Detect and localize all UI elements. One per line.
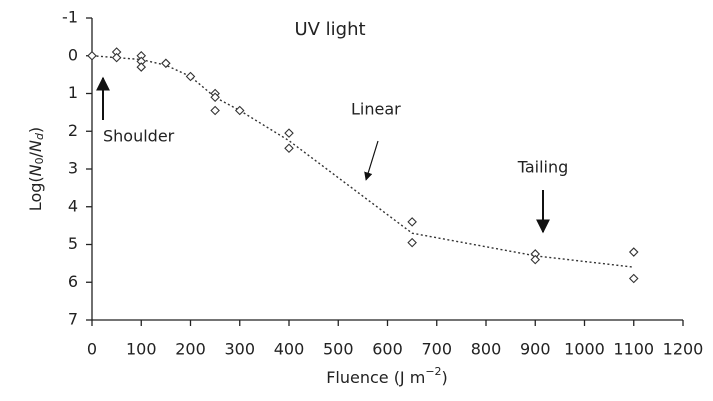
point bbox=[628, 247, 639, 257]
point bbox=[185, 71, 196, 82]
point bbox=[530, 254, 541, 265]
annotation: Linear bbox=[351, 100, 401, 119]
point bbox=[284, 143, 294, 154]
y-axis-label: Log(N0/Nd) bbox=[26, 127, 47, 211]
y-tick-label: 3 bbox=[68, 159, 78, 178]
x-axis-label: Fluence (J m−2) bbox=[326, 365, 448, 387]
point bbox=[210, 92, 220, 103]
y-tick-label: 5 bbox=[68, 234, 78, 253]
x-tick-label: 1200 bbox=[663, 340, 704, 359]
x-tick-label: 300 bbox=[224, 340, 255, 359]
y-tick-label: 6 bbox=[68, 272, 78, 291]
annotation: Tailing bbox=[517, 158, 569, 177]
y-tick-label: 4 bbox=[68, 196, 78, 215]
x-tick-label: 900 bbox=[520, 340, 551, 359]
y-tick-label: 2 bbox=[68, 121, 78, 140]
annotation: Shoulder bbox=[103, 127, 175, 146]
x-tick-label: 600 bbox=[372, 340, 403, 359]
chart-title: UV light bbox=[294, 19, 365, 40]
point bbox=[136, 62, 147, 72]
x-tick-label: 1000 bbox=[564, 340, 605, 359]
x-tick-label: 0 bbox=[87, 340, 97, 359]
point bbox=[234, 105, 245, 116]
x-tick-label: 400 bbox=[274, 340, 305, 359]
point bbox=[111, 52, 122, 63]
point bbox=[210, 105, 220, 116]
x-tick-label: 100 bbox=[126, 340, 157, 359]
x-tick-label: 700 bbox=[421, 340, 452, 359]
y-tick-label: 1 bbox=[68, 83, 78, 102]
x-tick-label: 1100 bbox=[613, 340, 654, 359]
y-tick-label: 7 bbox=[68, 310, 78, 329]
point bbox=[161, 58, 171, 69]
y-tick-label: 0 bbox=[68, 45, 78, 64]
point bbox=[407, 217, 417, 227]
point bbox=[407, 237, 417, 248]
x-tick-label: 500 bbox=[323, 340, 354, 359]
point bbox=[284, 128, 294, 138]
y-tick-label: -1 bbox=[62, 8, 78, 27]
point bbox=[87, 50, 97, 61]
arrow bbox=[364, 140, 379, 181]
x-tick-label: 800 bbox=[471, 340, 502, 359]
x-tick-label: 200 bbox=[175, 340, 206, 359]
point bbox=[628, 273, 639, 284]
